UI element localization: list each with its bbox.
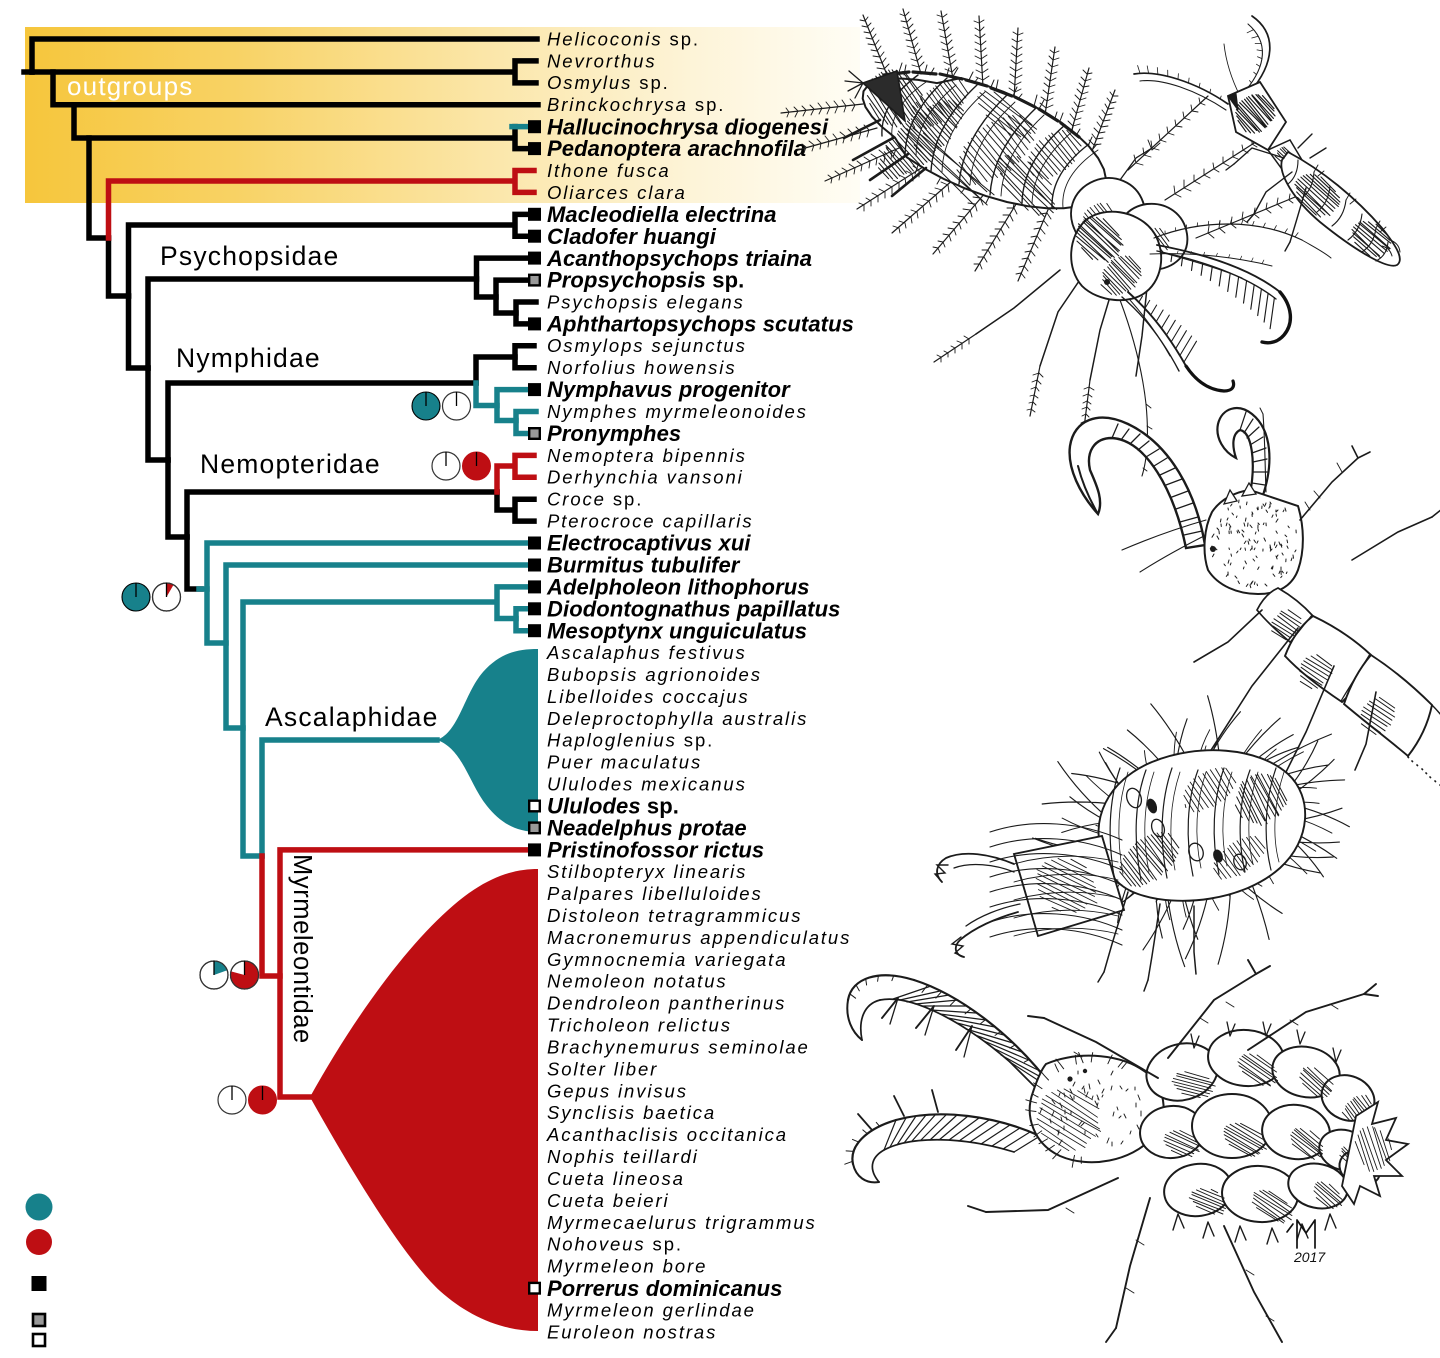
- svg-text:Cladofer huangi: Cladofer huangi: [547, 224, 717, 249]
- svg-text:Brinckochrysa sp.: Brinckochrysa sp.: [547, 94, 725, 115]
- svg-text:Nevrorthus: Nevrorthus: [547, 50, 656, 71]
- svg-text:Macleodiella electrina: Macleodiella electrina: [547, 202, 777, 227]
- svg-text:Burmitus tubulifer: Burmitus tubulifer: [547, 553, 741, 578]
- svg-text:Nohoveus sp.: Nohoveus sp.: [547, 1234, 683, 1255]
- svg-text:Nemoptera bipennis: Nemoptera bipennis: [547, 445, 747, 466]
- svg-text:Brachynemurus seminolae: Brachynemurus seminolae: [547, 1037, 810, 1058]
- svg-text:Synclisis baetica: Synclisis baetica: [547, 1102, 716, 1123]
- svg-text:Euroleon nostras: Euroleon nostras: [547, 1321, 717, 1342]
- svg-text:Psychopsidae: Psychopsidae: [160, 241, 339, 271]
- svg-text:Osmylops sejunctus: Osmylops sejunctus: [547, 335, 747, 356]
- svg-text:Bubopsis agrionoides: Bubopsis agrionoides: [547, 664, 762, 685]
- svg-text:Cueta lineosa: Cueta lineosa: [547, 1168, 685, 1189]
- svg-text:Nemopteridae: Nemopteridae: [200, 449, 381, 479]
- svg-text:Nymphidae: Nymphidae: [176, 343, 321, 373]
- svg-text:Ascalaphidae: Ascalaphidae: [265, 702, 439, 732]
- svg-text:Hallucinochrysa diogenesi: Hallucinochrysa diogenesi: [547, 114, 829, 139]
- svg-text:Croce sp.: Croce sp.: [547, 489, 643, 510]
- svg-text:Aphthartopsychops scutatus: Aphthartopsychops scutatus: [546, 312, 854, 337]
- svg-text:Distoleon tetragrammicus: Distoleon tetragrammicus: [547, 905, 802, 926]
- svg-text:Ululodes mexicanus: Ululodes mexicanus: [547, 774, 747, 795]
- svg-text:2017: 2017: [1293, 1249, 1326, 1265]
- svg-text:Gymnocnemia variegata: Gymnocnemia variegata: [547, 949, 787, 970]
- svg-text:Porrerus dominicanus: Porrerus dominicanus: [547, 1276, 783, 1301]
- svg-text:Pterocroce capillaris: Pterocroce capillaris: [547, 511, 753, 532]
- svg-text:Pristinofossor rictus: Pristinofossor rictus: [547, 838, 764, 863]
- svg-text:Propsychopsis sp.: Propsychopsis sp.: [547, 268, 744, 293]
- svg-text:Gepus invisus: Gepus invisus: [547, 1080, 688, 1101]
- svg-text:Acanthaclisis occitanica: Acanthaclisis occitanica: [546, 1124, 788, 1145]
- svg-text:Norfolius howensis: Norfolius howensis: [547, 357, 736, 378]
- svg-text:Puer maculatus: Puer maculatus: [547, 752, 702, 773]
- svg-text:Deleproctophylla australis: Deleproctophylla australis: [547, 708, 808, 729]
- svg-text:Nemoleon notatus: Nemoleon notatus: [547, 971, 728, 992]
- svg-text:Diodontognathus papillatus: Diodontognathus papillatus: [547, 596, 840, 621]
- svg-text:Myrmecaelurus trigrammus: Myrmecaelurus trigrammus: [547, 1212, 817, 1233]
- svg-text:Ascalaphus festivus: Ascalaphus festivus: [546, 642, 747, 663]
- svg-text:Pedanoptera arachnofila: Pedanoptera arachnofila: [547, 136, 806, 161]
- svg-text:Stilbopteryx linearis: Stilbopteryx linearis: [547, 861, 747, 882]
- svg-text:Derhynchia vansoni: Derhynchia vansoni: [547, 467, 744, 488]
- svg-text:Myrmeleontidae: Myrmeleontidae: [288, 854, 316, 1044]
- svg-text:Nophis teillardi: Nophis teillardi: [547, 1146, 699, 1167]
- svg-text:Dendroleon pantherinus: Dendroleon pantherinus: [547, 993, 786, 1014]
- svg-text:Macronemurus appendiculatus: Macronemurus appendiculatus: [547, 927, 851, 948]
- svg-text:Ithone fusca: Ithone fusca: [547, 160, 671, 181]
- svg-text:Mesoptynx unguiculatus: Mesoptynx unguiculatus: [547, 618, 807, 643]
- svg-text:Haploglenius sp.: Haploglenius sp.: [547, 730, 714, 751]
- svg-text:Neadelphus protae: Neadelphus protae: [547, 816, 747, 841]
- svg-text:Adelpholeon lithophorus: Adelpholeon lithophorus: [546, 575, 810, 600]
- svg-text:Solter liber: Solter liber: [547, 1058, 658, 1079]
- svg-text:Tricholeon relictus: Tricholeon relictus: [547, 1015, 732, 1036]
- svg-text:Electrocaptivus xui: Electrocaptivus xui: [547, 531, 751, 556]
- svg-text:Oliarces clara: Oliarces clara: [547, 182, 687, 203]
- svg-text:Psychopsis elegans: Psychopsis elegans: [547, 291, 745, 312]
- svg-text:outgroups: outgroups: [67, 71, 193, 101]
- svg-text:Ululodes sp.: Ululodes sp.: [547, 794, 679, 819]
- svg-text:Nymphavus progenitor: Nymphavus progenitor: [547, 377, 791, 402]
- svg-text:Palpares libelluloides: Palpares libelluloides: [547, 883, 763, 904]
- svg-text:Osmylus sp.: Osmylus sp.: [547, 72, 670, 93]
- svg-text:Libelloides coccajus: Libelloides coccajus: [547, 686, 750, 707]
- svg-text:Nymphes myrmeleonoides: Nymphes myrmeleonoides: [547, 401, 808, 422]
- svg-text:Pronymphes: Pronymphes: [547, 421, 681, 446]
- svg-text:Acanthopsychops triaina: Acanthopsychops triaina: [546, 246, 812, 271]
- svg-text:Helicoconis sp.: Helicoconis sp.: [547, 28, 700, 49]
- svg-text:Myrmeleon gerlindae: Myrmeleon gerlindae: [547, 1300, 756, 1321]
- svg-text:Myrmeleon bore: Myrmeleon bore: [547, 1256, 707, 1277]
- svg-text:Cueta beieri: Cueta beieri: [547, 1190, 670, 1211]
